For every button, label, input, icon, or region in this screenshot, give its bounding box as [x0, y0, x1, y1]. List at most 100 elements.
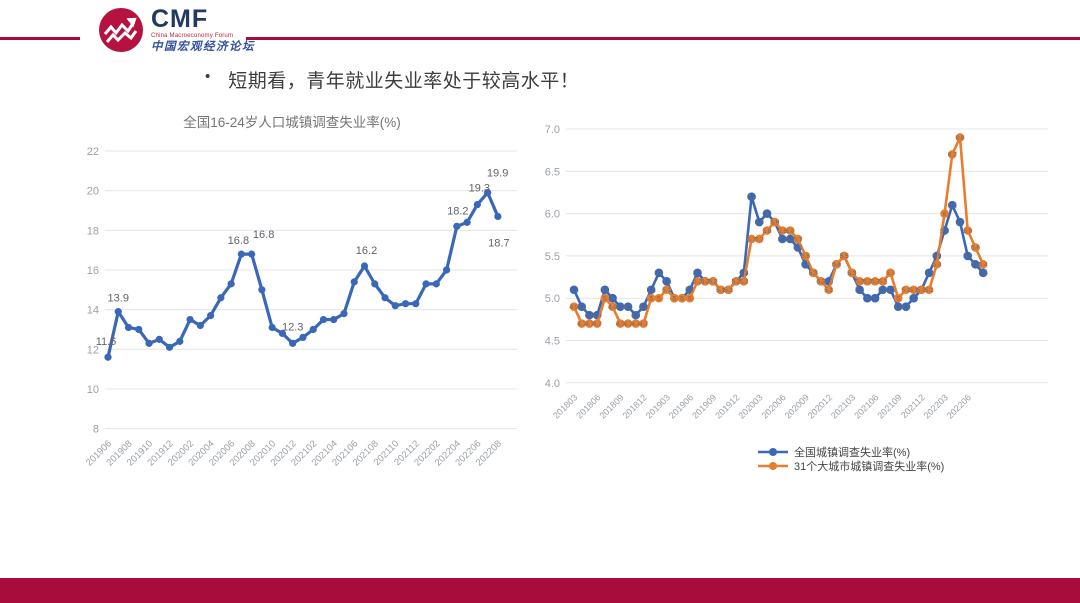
svg-text:16.2: 16.2: [356, 245, 377, 257]
svg-text:7.0: 7.0: [545, 124, 560, 136]
header-rule-right: [246, 37, 1080, 40]
svg-text:6.0: 6.0: [545, 209, 560, 221]
youth-unemployment-line-chart: 2220181614121082019062019082019102019122…: [85, 114, 517, 469]
svg-text:5.4: 5.4: [932, 262, 941, 269]
svg-text:5.5: 5.5: [840, 253, 849, 260]
svg-text:全国16-24岁人口城镇调查失业率(%): 全国16-24岁人口城镇调查失业率(%): [183, 114, 401, 130]
svg-text:5: 5: [673, 296, 677, 303]
svg-text:4.8: 4.8: [631, 312, 640, 319]
svg-text:5.1: 5.1: [600, 287, 609, 294]
svg-text:202203: 202203: [922, 392, 950, 420]
svg-text:4.5: 4.5: [545, 336, 560, 348]
svg-text:5.2: 5.2: [824, 279, 833, 286]
svg-text:5.2: 5.2: [662, 279, 671, 286]
svg-text:5.4: 5.4: [801, 262, 810, 269]
svg-text:5.2: 5.2: [855, 279, 864, 286]
svg-text:5.2: 5.2: [708, 279, 717, 286]
svg-text:5.1: 5.1: [917, 287, 926, 294]
svg-text:202103: 202103: [829, 392, 857, 420]
svg-text:4.0: 4.0: [545, 378, 560, 390]
svg-text:202109: 202109: [875, 392, 903, 420]
svg-text:16: 16: [87, 265, 99, 277]
svg-text:5: 5: [603, 296, 607, 303]
svg-text:18.2: 18.2: [447, 205, 468, 217]
svg-text:5: 5: [873, 296, 877, 303]
svg-text:5.7: 5.7: [747, 236, 756, 243]
svg-text:全国城镇调查失业率(%): 全国城镇调查失业率(%): [794, 445, 910, 459]
svg-text:201912: 201912: [713, 392, 741, 420]
footer-bar: [0, 578, 1080, 603]
svg-text:5.3: 5.3: [925, 270, 934, 277]
svg-text:5: 5: [649, 296, 653, 303]
svg-text:22: 22: [87, 146, 99, 158]
svg-text:202009: 202009: [783, 392, 811, 420]
svg-text:5.8: 5.8: [778, 228, 787, 235]
svg-text:201903: 201903: [644, 392, 672, 420]
svg-text:5.5: 5.5: [932, 253, 941, 260]
svg-text:8: 8: [93, 424, 99, 436]
svg-text:5.3: 5.3: [979, 270, 988, 277]
svg-text:5.1: 5.1: [878, 287, 887, 294]
svg-text:6.7: 6.7: [948, 152, 957, 159]
svg-text:5.5: 5.5: [963, 253, 972, 260]
svg-text:202012: 202012: [806, 392, 834, 420]
svg-text:5.9: 5.9: [955, 219, 964, 226]
svg-text:201806: 201806: [574, 392, 602, 420]
svg-text:5.2: 5.2: [739, 279, 748, 286]
svg-text:5.1: 5.1: [685, 287, 694, 294]
svg-text:201906: 201906: [667, 392, 695, 420]
svg-text:5.2: 5.2: [817, 279, 826, 286]
svg-text:5: 5: [866, 296, 870, 303]
svg-text:5.3: 5.3: [847, 270, 856, 277]
svg-text:13.9: 13.9: [108, 293, 129, 305]
svg-text:5.4: 5.4: [832, 262, 841, 269]
svg-text:12: 12: [87, 344, 99, 356]
svg-text:4.9: 4.9: [577, 304, 586, 311]
svg-text:5: 5: [680, 296, 684, 303]
svg-text:5.8: 5.8: [762, 228, 771, 235]
svg-text:5.6: 5.6: [971, 245, 980, 252]
svg-text:5.8: 5.8: [940, 228, 949, 235]
svg-text:5.2: 5.2: [708, 279, 717, 286]
svg-text:5: 5: [680, 296, 684, 303]
svg-text:5.2: 5.2: [871, 279, 880, 286]
svg-text:5.2: 5.2: [817, 279, 826, 286]
svg-text:5.1: 5.1: [716, 287, 725, 294]
svg-text:201909: 201909: [690, 392, 718, 420]
svg-text:4.7: 4.7: [631, 321, 640, 328]
svg-text:5.2: 5.2: [701, 279, 710, 286]
svg-text:5.1: 5.1: [917, 287, 926, 294]
svg-text:14: 14: [87, 305, 99, 317]
svg-text:5.1: 5.1: [724, 287, 733, 294]
svg-text:5.4: 5.4: [971, 262, 980, 269]
svg-text:5.3: 5.3: [739, 270, 748, 277]
svg-text:16.8: 16.8: [228, 235, 249, 247]
svg-text:5.4: 5.4: [832, 262, 841, 269]
svg-text:6: 6: [943, 211, 947, 218]
svg-text:19.3: 19.3: [469, 183, 490, 195]
svg-text:5.5: 5.5: [840, 253, 849, 260]
svg-text:4.9: 4.9: [616, 304, 625, 311]
svg-text:6.9: 6.9: [955, 135, 964, 142]
svg-text:18.7: 18.7: [488, 237, 509, 249]
svg-text:4.8: 4.8: [593, 312, 602, 319]
svg-text:5.3: 5.3: [809, 270, 818, 277]
svg-text:5.2: 5.2: [701, 279, 710, 286]
svg-text:5.5: 5.5: [801, 253, 810, 260]
svg-text:5.7: 5.7: [755, 236, 764, 243]
svg-text:5: 5: [611, 296, 615, 303]
cmf-logo-icon: [99, 8, 143, 52]
svg-text:4.9: 4.9: [624, 304, 633, 311]
svg-text:12.3: 12.3: [282, 321, 303, 333]
svg-text:5.1: 5.1: [724, 287, 733, 294]
svg-text:4.7: 4.7: [624, 321, 633, 328]
national-vs-31cities-unemployment-chart: 7.06.56.05.55.04.54.02018032018062018092…: [545, 124, 1048, 473]
svg-text:6.2: 6.2: [747, 194, 756, 201]
svg-text:5.1: 5.1: [909, 287, 918, 294]
svg-text:5: 5: [912, 296, 916, 303]
cmf-logo-acronym: CMF: [151, 5, 209, 33]
svg-text:202006: 202006: [760, 392, 788, 420]
svg-text:19.9: 19.9: [487, 168, 508, 180]
svg-text:5.7: 5.7: [778, 236, 787, 243]
svg-text:5.4: 5.4: [979, 262, 988, 269]
